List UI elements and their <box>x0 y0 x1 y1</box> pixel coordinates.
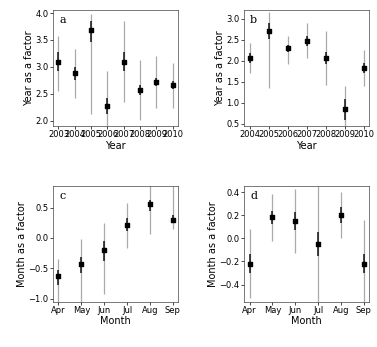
Point <box>285 45 291 51</box>
Point <box>323 55 329 61</box>
X-axis label: Year: Year <box>105 141 126 151</box>
Point <box>338 212 344 218</box>
Point <box>170 83 176 88</box>
Point <box>342 107 348 112</box>
X-axis label: Month: Month <box>100 316 131 327</box>
Text: c: c <box>59 191 65 201</box>
X-axis label: Month: Month <box>291 316 322 327</box>
Point <box>124 222 130 227</box>
Point <box>55 273 61 279</box>
Point <box>137 87 143 93</box>
Y-axis label: Month as a factor: Month as a factor <box>208 201 218 287</box>
X-axis label: Year: Year <box>296 141 317 151</box>
Point <box>247 55 253 61</box>
Point <box>101 247 107 253</box>
Point <box>147 202 153 207</box>
Point <box>55 59 61 64</box>
Point <box>361 261 367 266</box>
Point <box>78 261 84 267</box>
Point <box>72 70 78 76</box>
Point <box>104 103 110 109</box>
Point <box>170 217 176 222</box>
Point <box>303 38 310 43</box>
Point <box>265 28 271 34</box>
Y-axis label: Month as a factor: Month as a factor <box>17 201 27 287</box>
Y-axis label: Year as a factor: Year as a factor <box>215 31 225 106</box>
Point <box>247 261 253 266</box>
Text: d: d <box>250 191 257 201</box>
Point <box>361 65 367 71</box>
Point <box>121 59 127 64</box>
Point <box>153 79 159 85</box>
Text: a: a <box>59 15 66 25</box>
Text: b: b <box>250 15 257 25</box>
Point <box>269 215 275 220</box>
Point <box>292 218 298 224</box>
Point <box>315 241 321 247</box>
Y-axis label: Year as a factor: Year as a factor <box>24 31 34 106</box>
Point <box>88 27 94 33</box>
